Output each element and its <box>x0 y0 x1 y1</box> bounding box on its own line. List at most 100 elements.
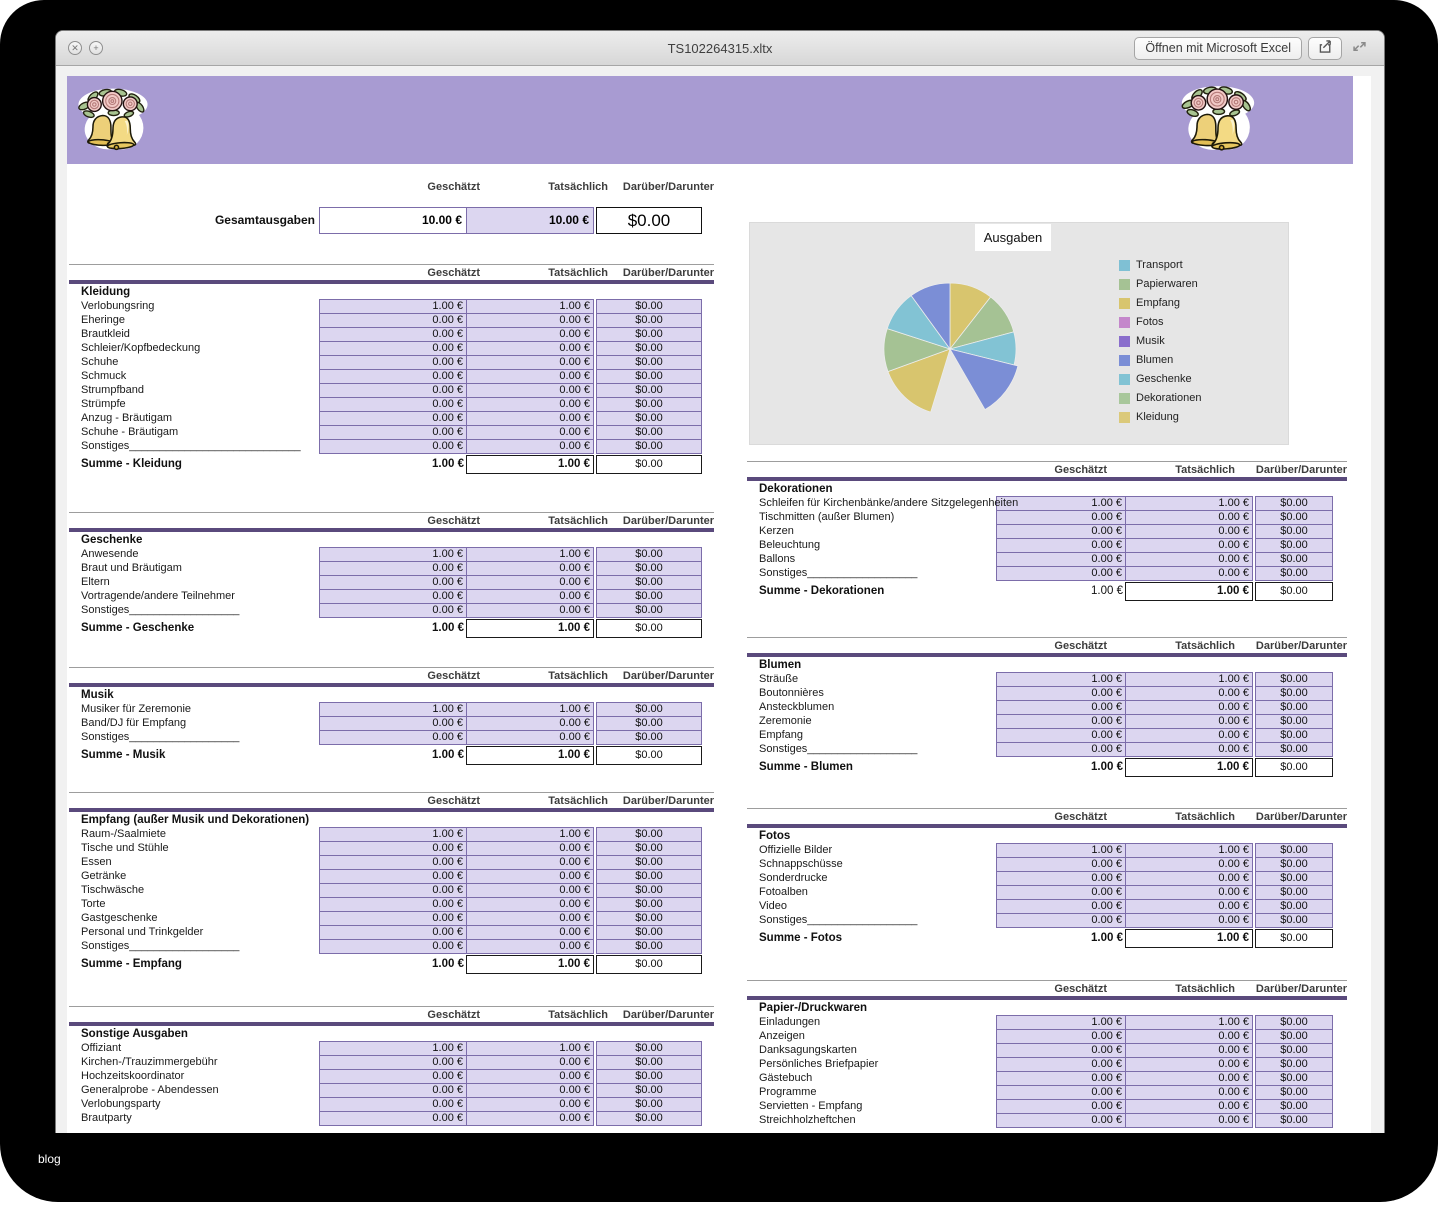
cell-estimated: 0.00 € <box>319 1083 467 1098</box>
legend-item-geschenke: Geschenke <box>1119 373 1201 385</box>
cell-estimated: 1.00 € <box>996 1015 1126 1030</box>
legend-label: Fotos <box>1136 316 1164 328</box>
sum-over-under: $0.00 <box>596 746 702 765</box>
cell-over-under: $0.00 <box>596 716 702 731</box>
cell-estimated: 0.00 € <box>319 716 467 731</box>
cell-estimated: 0.00 € <box>996 510 1126 525</box>
row-label: Getränke <box>81 870 127 882</box>
section-column-headers: Geschätzt Tatsächlich Darüber/Darunter <box>69 264 714 279</box>
row-label: Musiker für Zeremonie <box>81 703 192 715</box>
wedding-bells-clipart-left <box>75 84 151 154</box>
row-label: Tische und Stühle <box>81 842 169 854</box>
share-button[interactable] <box>1308 36 1342 60</box>
cell-estimated: 0.00 € <box>319 869 467 884</box>
cell-over-under: $0.00 <box>596 439 702 454</box>
cell-actual: 1.00 € <box>1125 1015 1253 1030</box>
cell-actual: 0.00 € <box>1125 1029 1253 1044</box>
row-label: Band/DJ für Empfang <box>81 717 187 729</box>
cell-estimated: 0.00 € <box>996 552 1126 567</box>
cell-actual: 0.00 € <box>1125 566 1253 581</box>
table-row: Schnappschüsse 0.00 €0.00 € $0.00 <box>747 857 1347 872</box>
row-label: Eltern <box>81 576 110 588</box>
cell-actual: 0.00 € <box>1125 899 1253 914</box>
row-label: Brautkleid <box>81 328 130 340</box>
cell-actual: 0.00 € <box>466 425 594 440</box>
row-label: Einladungen <box>759 1016 821 1028</box>
row-label: Sonstiges__________________ <box>81 604 240 616</box>
row-label: Sträuße <box>759 673 799 685</box>
sum-label: Summe - Fotos <box>759 932 843 944</box>
cell-actual: 0.00 € <box>466 575 594 590</box>
table-row: Strümpfe 0.00 €0.00 € $0.00 <box>69 397 714 412</box>
cell-estimated: 0.00 € <box>996 1099 1126 1114</box>
legend-item-fotos: Fotos <box>1119 316 1201 328</box>
row-label: Persönliches Briefpapier <box>759 1058 879 1070</box>
cell-over-under: $0.00 <box>596 730 702 745</box>
legend-item-dekorationen: Dekorationen <box>1119 392 1201 404</box>
sum-actual: 1.00 € <box>466 955 594 974</box>
legend-label: Geschenke <box>1136 373 1192 385</box>
sum-over-under: $0.00 <box>1255 758 1333 777</box>
legend-swatch <box>1119 373 1130 385</box>
sum-label: Summe - Blumen <box>759 761 853 773</box>
cell-over-under: $0.00 <box>1255 714 1333 729</box>
row-label: Hochzeitskoordinator <box>81 1070 185 1082</box>
section-title: Dekorationen <box>759 483 833 495</box>
fullscreen-button[interactable] <box>1348 37 1370 60</box>
column-header-over-under: Darüber/Darunter <box>622 181 714 193</box>
cell-over-under: $0.00 <box>596 561 702 576</box>
cell-actual: 1.00 € <box>466 702 594 717</box>
table-row: Sonstiges__________________ 0.00 €0.00 € $… <box>747 566 1347 581</box>
cell-estimated: 0.00 € <box>319 841 467 856</box>
cell-actual: 1.00 € <box>466 827 594 842</box>
add-button[interactable]: + <box>89 41 103 55</box>
table-row: Band/DJ für Empfang 0.00 €0.00 € $0.00 <box>69 716 714 731</box>
row-label: Verlobungsring <box>81 300 155 312</box>
table-row: Sonstiges__________________ 0.00 €0.00 € $… <box>69 939 714 954</box>
table-row: Schleier/Kopfbedeckung 0.00 €0.00 € $0.00 <box>69 341 714 356</box>
open-with-excel-button[interactable]: Öffnen mit Microsoft Excel <box>1134 36 1302 60</box>
cell-actual: 0.00 € <box>466 397 594 412</box>
table-row: Fotoalben 0.00 €0.00 € $0.00 <box>747 885 1347 900</box>
sum-over-under: $0.00 <box>596 955 702 974</box>
sum-over-under: $0.00 <box>1255 582 1333 601</box>
legend-item-musik: Musik <box>1119 335 1201 347</box>
chart-legend: Transport Papierwaren Empfang Fotos Musik Blu… <box>1119 259 1201 430</box>
sum-estimated: 1.00 € <box>432 958 464 970</box>
cell-estimated: 1.00 € <box>319 827 467 842</box>
legend-swatch <box>1119 316 1130 328</box>
cell-actual: 0.00 € <box>466 1055 594 1070</box>
table-row: Schleifen für Kirchenbänke/andere Sitzge… <box>747 496 1347 511</box>
section-sonstige-ausgaben: Geschätzt Tatsächlich Darüber/Darunter Sons… <box>69 1006 714 1126</box>
legend-item-blumen: Blumen <box>1119 354 1201 366</box>
row-label: Sonstiges__________________ <box>759 914 918 926</box>
cell-estimated: 0.00 € <box>996 566 1126 581</box>
cell-actual: 0.00 € <box>466 439 594 454</box>
section-rule <box>747 824 1347 828</box>
section-sum-row: Summe - Fotos 1.00 €1.00 € $0.00 <box>747 929 1347 948</box>
cell-over-under: $0.00 <box>596 603 702 618</box>
cell-estimated: 0.00 € <box>996 538 1126 553</box>
cell-actual: 0.00 € <box>1125 1113 1253 1128</box>
window-controls: ✕ + <box>56 41 103 55</box>
table-row: Tischmitten (außer Blumen) 0.00 €0.00 € $0… <box>747 510 1347 525</box>
cell-over-under: $0.00 <box>596 827 702 842</box>
row-label: Empfang <box>759 729 804 741</box>
cell-over-under: $0.00 <box>596 1055 702 1070</box>
cell-estimated: 0.00 € <box>996 913 1126 928</box>
row-label: Strumpfband <box>81 384 144 396</box>
row-label: Anwesende <box>81 548 139 560</box>
sum-estimated: 1.00 € <box>432 458 464 470</box>
section-column-headers: Geschätzt Tatsächlich Darüber/Darunter <box>69 667 714 682</box>
row-label: Schmuck <box>81 370 127 382</box>
table-row: Schuhe - Bräutigam 0.00 €0.00 € $0.00 <box>69 425 714 440</box>
cell-actual: 0.00 € <box>466 1083 594 1098</box>
row-label: Tischmitten (außer Blumen) <box>759 511 895 523</box>
row-label: Vortragende/andere Teilnehmer <box>81 590 235 602</box>
cell-actual: 1.00 € <box>1125 496 1253 511</box>
row-label: Servietten - Empfang <box>759 1100 863 1112</box>
close-button[interactable]: ✕ <box>68 41 82 55</box>
cell-over-under: $0.00 <box>1255 899 1333 914</box>
table-row: Ansteckblumen 0.00 €0.00 € $0.00 <box>747 700 1347 715</box>
column-header-actual: Tatsächlich <box>548 514 608 527</box>
